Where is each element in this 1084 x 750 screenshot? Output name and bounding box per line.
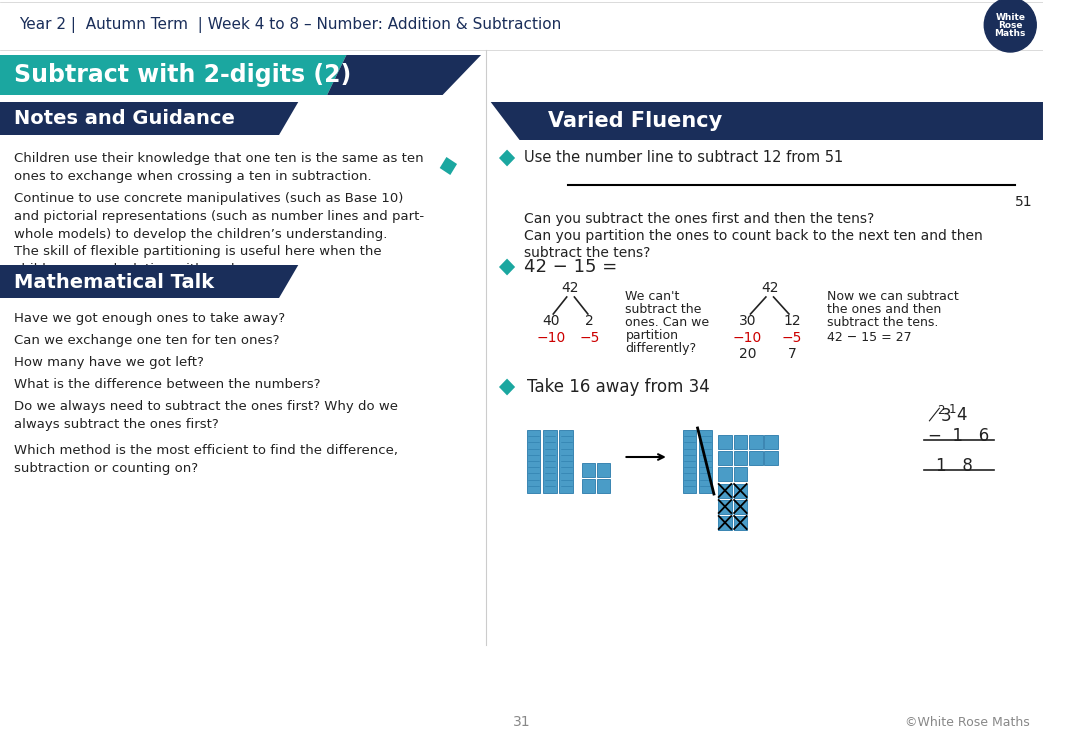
Text: subtract the tens?: subtract the tens?	[525, 246, 650, 260]
Text: subtract the tens.: subtract the tens.	[827, 316, 939, 329]
Text: −10: −10	[537, 331, 566, 345]
Text: We can't: We can't	[625, 290, 680, 303]
Text: 2: 2	[585, 314, 594, 328]
FancyBboxPatch shape	[734, 484, 747, 497]
Text: Year 2 |  Autumn Term  | Week 4 to 8 – Number: Addition & Subtraction: Year 2 | Autumn Term | Week 4 to 8 – Num…	[20, 17, 562, 33]
Text: Children use their knowledge that one ten is the same as ten
ones to exchange wh: Children use their knowledge that one te…	[14, 152, 424, 183]
FancyBboxPatch shape	[749, 434, 762, 448]
Text: −10: −10	[733, 331, 762, 345]
Circle shape	[984, 0, 1036, 52]
Text: 42: 42	[562, 281, 579, 295]
Polygon shape	[499, 259, 515, 275]
Text: White: White	[995, 13, 1025, 22]
Text: −5: −5	[580, 331, 599, 345]
Text: 7: 7	[787, 347, 797, 361]
Polygon shape	[491, 102, 1043, 140]
Text: Maths: Maths	[995, 29, 1025, 38]
FancyBboxPatch shape	[734, 466, 747, 481]
FancyBboxPatch shape	[582, 463, 595, 476]
FancyBboxPatch shape	[719, 515, 732, 529]
Text: partition: partition	[625, 329, 679, 342]
FancyBboxPatch shape	[683, 430, 696, 493]
Text: 42 − 15 =: 42 − 15 =	[525, 258, 618, 276]
Text: Continue to use concrete manipulatives (such as Base 10)
and pictorial represent: Continue to use concrete manipulatives (…	[14, 192, 425, 241]
Text: What is the difference between the numbers?: What is the difference between the numbe…	[14, 378, 321, 391]
FancyBboxPatch shape	[749, 451, 762, 464]
Text: 42: 42	[761, 281, 778, 295]
Polygon shape	[499, 379, 515, 395]
FancyBboxPatch shape	[734, 500, 747, 514]
Text: Use the number line to subtract 12 from 51: Use the number line to subtract 12 from …	[525, 151, 843, 166]
FancyBboxPatch shape	[764, 434, 778, 448]
FancyBboxPatch shape	[559, 430, 573, 493]
FancyBboxPatch shape	[597, 478, 610, 493]
Text: Do we always need to subtract the ones first? Why do we
always subtract the ones: Do we always need to subtract the ones f…	[14, 400, 399, 431]
FancyBboxPatch shape	[543, 430, 556, 493]
Text: 1   8: 1 8	[937, 457, 973, 475]
Text: Have we got enough ones to take away?: Have we got enough ones to take away?	[14, 312, 285, 325]
Text: Rose: Rose	[998, 22, 1022, 31]
Polygon shape	[327, 55, 481, 95]
Text: ©White Rose Maths: ©White Rose Maths	[905, 716, 1030, 728]
FancyBboxPatch shape	[527, 430, 540, 493]
Text: Mathematical Talk: Mathematical Talk	[14, 272, 215, 292]
Text: Now we can subtract: Now we can subtract	[827, 290, 959, 303]
FancyBboxPatch shape	[699, 430, 712, 493]
Text: $^1$4: $^1$4	[947, 405, 967, 425]
FancyBboxPatch shape	[582, 478, 595, 493]
FancyBboxPatch shape	[719, 466, 732, 481]
Polygon shape	[0, 265, 298, 298]
Text: $^2\!\!\not{3}$: $^2\!\!\not{3}$	[929, 405, 952, 425]
Text: differently?: differently?	[625, 342, 697, 355]
Text: 31: 31	[513, 715, 530, 729]
Text: 42 − 15 = 27: 42 − 15 = 27	[827, 331, 912, 344]
Text: The skill of flexible partitioning is useful here when the
children are calculat: The skill of flexible partitioning is us…	[14, 245, 382, 276]
Polygon shape	[499, 149, 515, 166]
FancyBboxPatch shape	[764, 451, 778, 464]
Text: Which method is the most efficient to find the difference,
subtraction or counti: Which method is the most efficient to fi…	[14, 444, 399, 475]
Text: 20: 20	[739, 347, 757, 361]
Text: Varied Fluency: Varied Fluency	[549, 111, 723, 131]
FancyBboxPatch shape	[734, 451, 747, 464]
FancyBboxPatch shape	[734, 515, 747, 529]
Polygon shape	[0, 55, 347, 95]
FancyBboxPatch shape	[734, 434, 747, 448]
Text: 12: 12	[783, 314, 801, 328]
Text: Can you subtract the ones first and then the tens?: Can you subtract the ones first and then…	[525, 212, 875, 226]
Text: 40: 40	[543, 314, 560, 328]
Text: Take 16 away from 34: Take 16 away from 34	[527, 378, 710, 396]
Text: ones. Can we: ones. Can we	[625, 316, 710, 329]
Text: Can we exchange one ten for ten ones?: Can we exchange one ten for ten ones?	[14, 334, 280, 347]
Text: −  1   6: − 1 6	[929, 427, 990, 445]
FancyBboxPatch shape	[719, 434, 732, 448]
Text: Notes and Guidance: Notes and Guidance	[14, 110, 235, 128]
Text: 30: 30	[739, 314, 757, 328]
FancyBboxPatch shape	[719, 451, 732, 464]
Polygon shape	[440, 157, 457, 175]
Text: 51: 51	[1015, 195, 1033, 209]
Text: −5: −5	[782, 331, 802, 345]
FancyBboxPatch shape	[597, 463, 610, 476]
FancyBboxPatch shape	[719, 500, 732, 514]
FancyBboxPatch shape	[719, 484, 732, 497]
Text: the ones and then: the ones and then	[827, 303, 942, 316]
Polygon shape	[0, 102, 298, 135]
Text: Can you partition the ones to count back to the next ten and then: Can you partition the ones to count back…	[525, 229, 983, 243]
Text: subtract the: subtract the	[625, 303, 701, 316]
Text: Subtract with 2-digits (2): Subtract with 2-digits (2)	[14, 63, 351, 87]
Text: How many have we got left?: How many have we got left?	[14, 356, 204, 369]
